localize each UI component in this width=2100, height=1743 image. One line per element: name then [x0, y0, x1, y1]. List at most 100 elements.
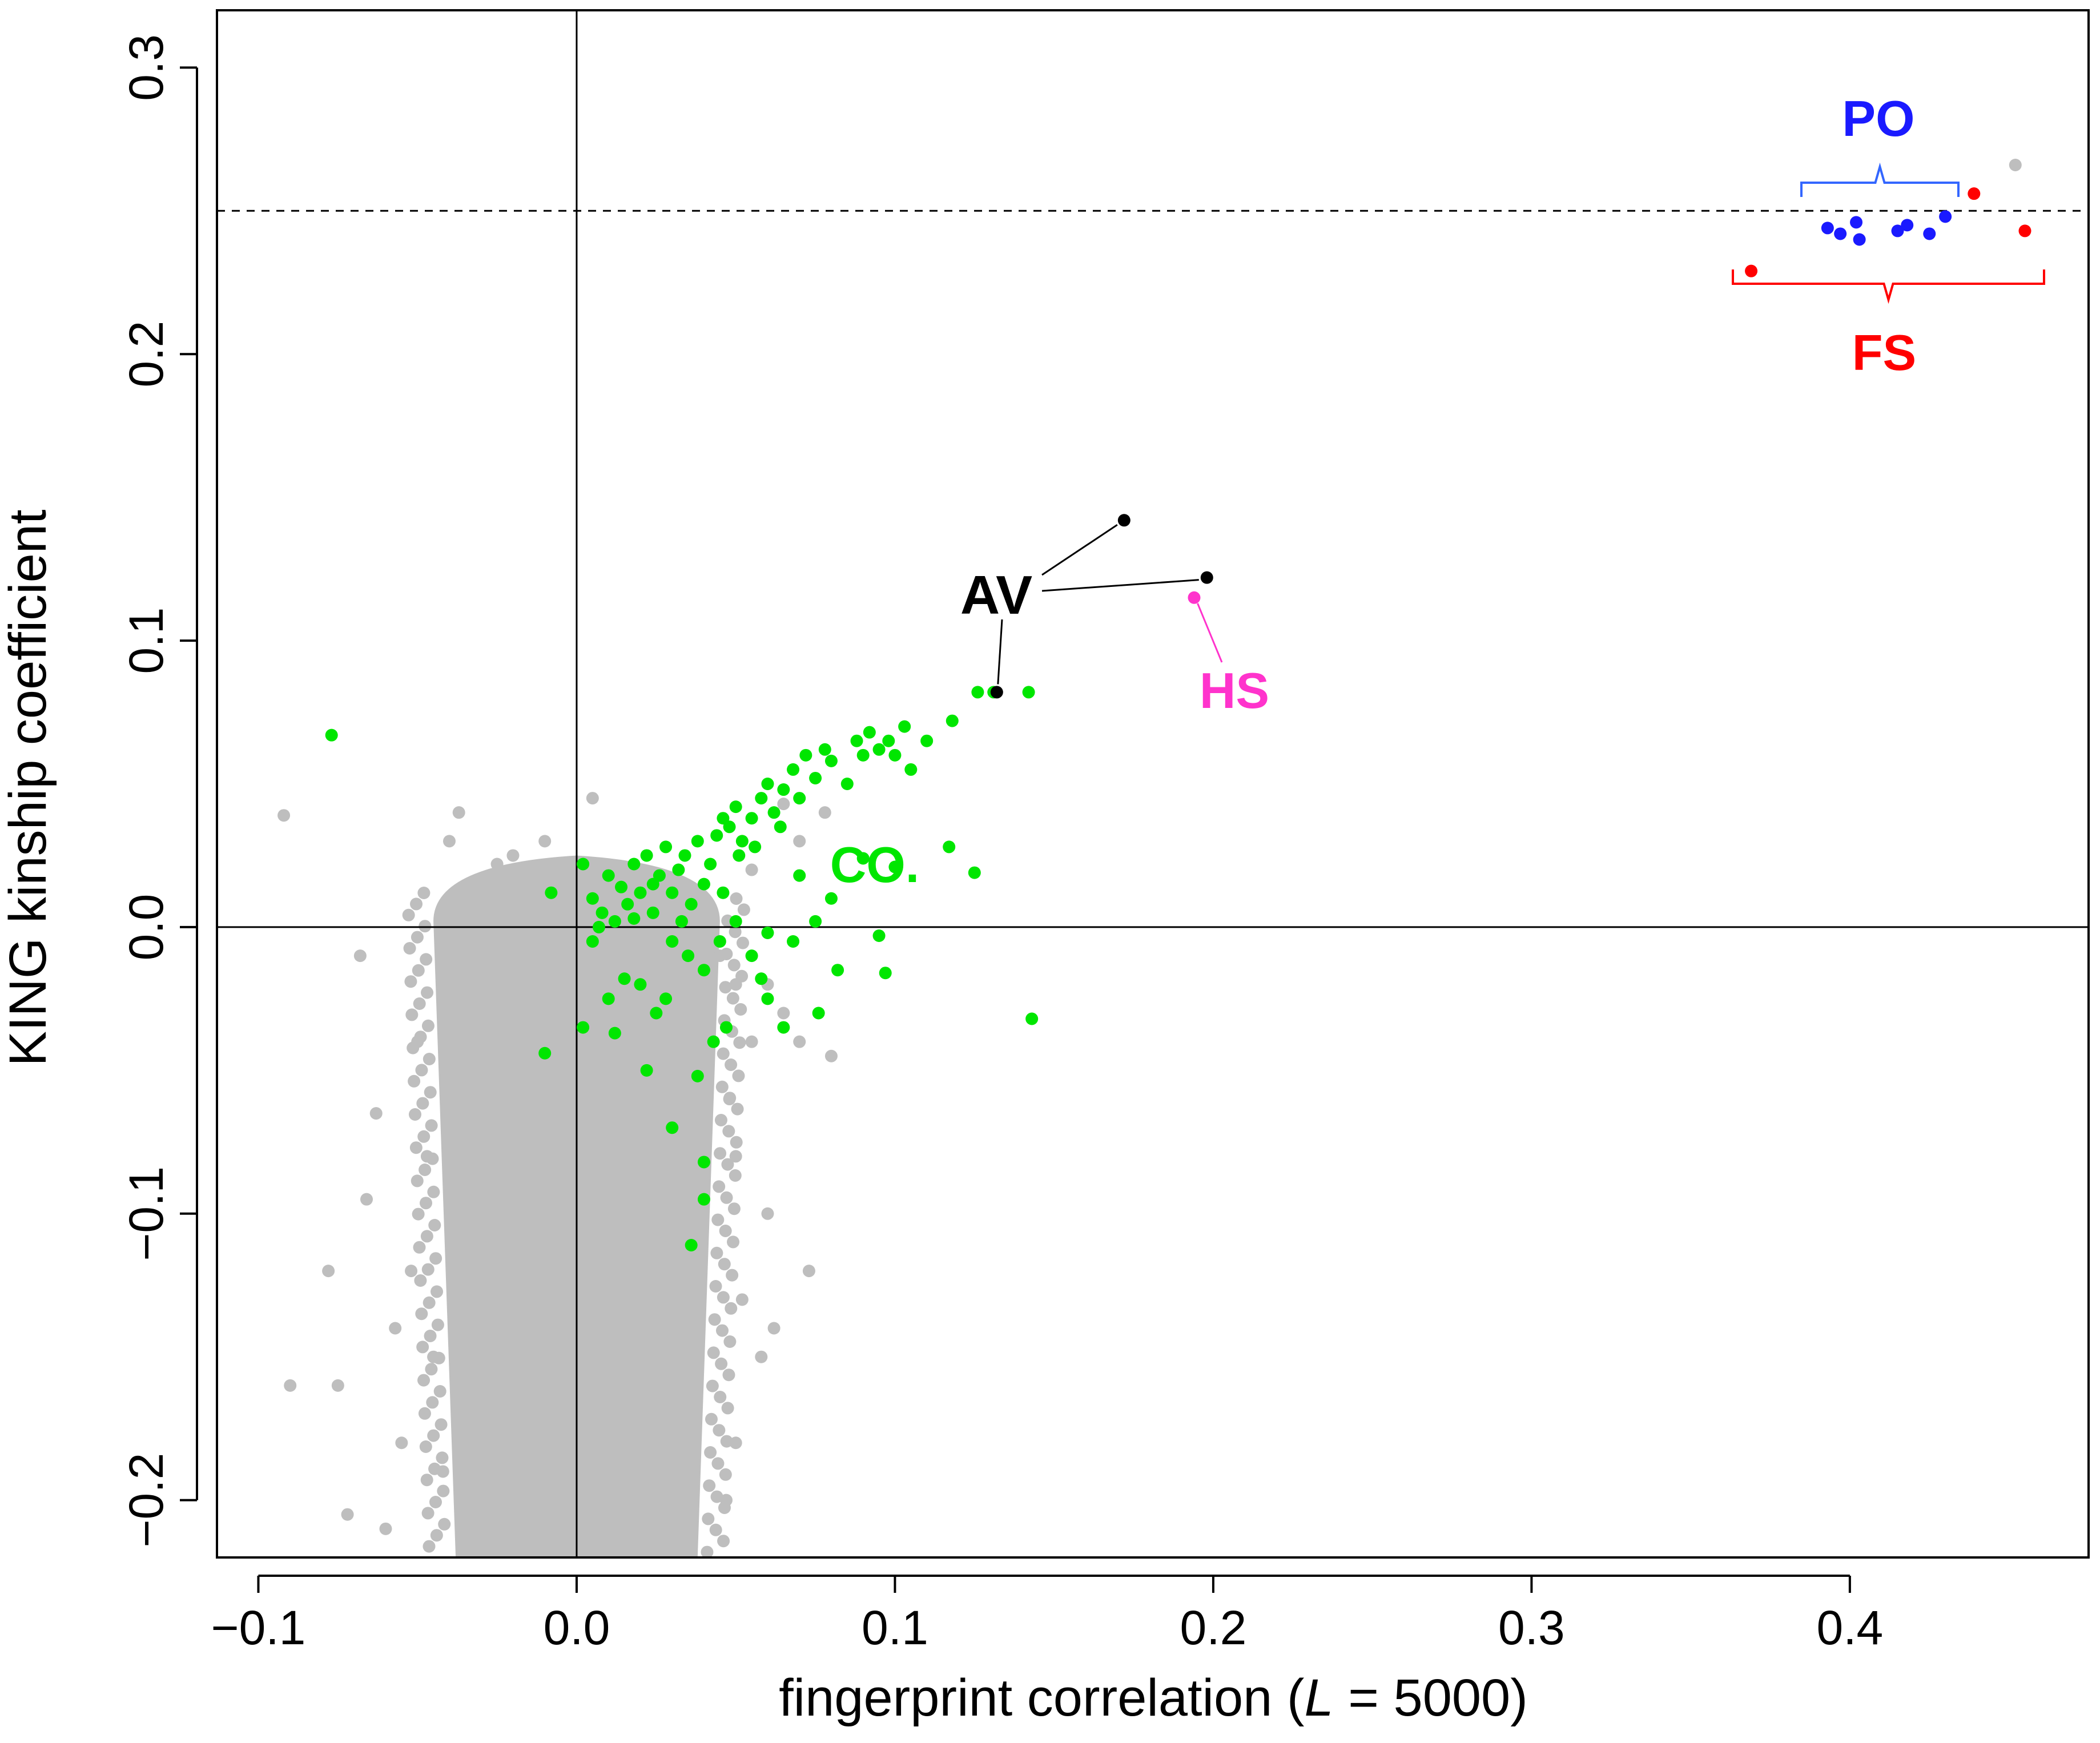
- band-edge-point: [408, 1108, 421, 1121]
- band-edge-point: [421, 1263, 435, 1276]
- band-edge-point: [410, 897, 423, 911]
- band-edge-point: [714, 1391, 727, 1403]
- band-edge-point: [731, 1102, 744, 1116]
- co-point: [653, 869, 666, 882]
- band-edge-point: [419, 1440, 432, 1453]
- band-edge-point: [722, 1125, 735, 1138]
- background-point: [802, 1265, 815, 1278]
- band-edge-point: [429, 1252, 442, 1265]
- co-point: [615, 880, 628, 893]
- y-tick-label: 0.3: [119, 34, 173, 101]
- co-point: [774, 820, 787, 834]
- band-edge-point: [431, 1285, 444, 1298]
- co-point: [650, 1007, 663, 1020]
- band-edge-point: [730, 892, 743, 905]
- band-edge-point: [727, 959, 741, 972]
- background-point: [793, 835, 806, 848]
- x-tick-label: 0.0: [544, 1601, 610, 1655]
- background-point: [713, 949, 726, 963]
- co-point: [1022, 686, 1035, 699]
- co-point: [749, 840, 762, 854]
- band-edge-point: [727, 1235, 740, 1249]
- band-edge-point: [424, 1086, 437, 1099]
- po-point: [1939, 210, 1952, 223]
- co-point: [879, 967, 892, 980]
- band-edge-point: [425, 1363, 438, 1376]
- co-point: [898, 720, 911, 733]
- co-point: [767, 806, 781, 819]
- band-edge-point: [438, 1517, 451, 1531]
- co-point: [634, 978, 647, 991]
- co-point: [646, 877, 659, 891]
- po-point: [1891, 224, 1904, 238]
- y-tick-label: 0.2: [119, 321, 173, 388]
- annotation-hs: HS: [1200, 662, 1269, 719]
- band-edge-point: [717, 1047, 730, 1060]
- co-point: [640, 849, 653, 862]
- co-point: [777, 1021, 790, 1034]
- co-point: [840, 778, 854, 790]
- band-edge-point: [733, 1036, 746, 1049]
- background-point: [369, 1107, 383, 1120]
- po-point: [1821, 222, 1834, 235]
- co-point: [824, 892, 838, 905]
- band-edge-point: [418, 1407, 431, 1420]
- co-point: [707, 1035, 720, 1048]
- background-point: [793, 1035, 806, 1048]
- co-point: [545, 886, 558, 899]
- annotation-po: PO: [1842, 90, 1914, 147]
- co-point: [793, 792, 806, 805]
- co-point: [882, 734, 895, 747]
- co-point: [608, 915, 621, 928]
- annotation-fs: FS: [1852, 324, 1916, 381]
- background-point: [729, 1436, 742, 1450]
- series-av: [990, 514, 1213, 699]
- co-point: [577, 858, 590, 871]
- background-point: [341, 1508, 354, 1521]
- hs-point: [1188, 591, 1201, 604]
- band-edge-point: [719, 981, 732, 994]
- band-edge-point: [427, 1185, 440, 1198]
- band-edge-point: [706, 1379, 719, 1392]
- co-point: [812, 1007, 825, 1020]
- band-edge-point: [729, 925, 742, 939]
- band-edge-point: [726, 992, 739, 1005]
- co-point: [592, 920, 605, 933]
- x-axis: −0.1 0.0 0.1 0.2 0.3 0.4: [211, 1575, 1883, 1655]
- band-edge-point: [702, 1512, 715, 1525]
- co-point: [646, 906, 659, 919]
- co-point: [787, 763, 800, 776]
- co-point: [538, 1046, 552, 1060]
- co-point: [818, 743, 831, 756]
- background-point: [729, 1150, 742, 1163]
- band-edge-point: [721, 1402, 734, 1415]
- co-point: [719, 1021, 733, 1034]
- background-point: [353, 949, 367, 963]
- co-point: [640, 1064, 653, 1077]
- co-point: [943, 840, 956, 854]
- band-edge-point: [419, 920, 432, 933]
- band-edge-point: [718, 1258, 731, 1271]
- co-point: [856, 748, 870, 762]
- series-fs: [1745, 187, 2031, 277]
- band-edge-point: [404, 975, 417, 988]
- reference-lines: [217, 10, 2089, 1557]
- background-point: [2009, 159, 2022, 171]
- background-point: [322, 1265, 335, 1278]
- background-point: [360, 1193, 373, 1206]
- band-edge-point: [423, 1296, 436, 1309]
- band-edge-point: [423, 1540, 436, 1553]
- background-point: [824, 1049, 838, 1062]
- po-bracket: [1800, 162, 1960, 197]
- background-point: [538, 835, 552, 848]
- background-point: [735, 1293, 749, 1306]
- band-edge-point: [710, 1246, 723, 1259]
- co-point: [608, 1027, 621, 1040]
- background-point: [449, 1093, 462, 1106]
- background-point: [331, 1379, 344, 1392]
- band-edge-point: [427, 1429, 440, 1442]
- band-edge-point: [707, 1346, 720, 1359]
- co-point: [761, 992, 774, 1005]
- co-point: [666, 886, 679, 899]
- band-edge-point: [736, 936, 749, 949]
